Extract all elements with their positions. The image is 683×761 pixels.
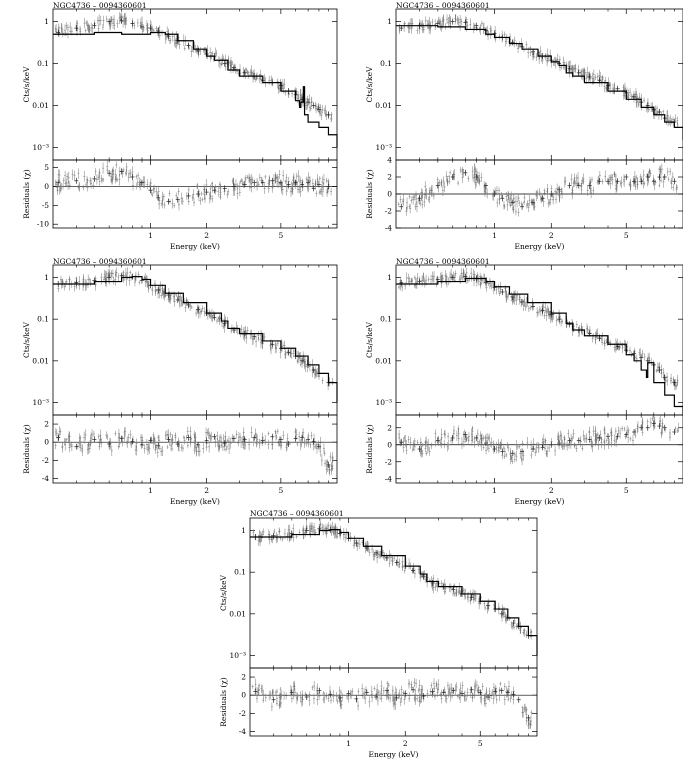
chart-panel-3: NGC4736 – 0094360601 1 2 5 Energy (keV) 1 0.1 0…	[22, 257, 338, 506]
spectrum-y-tick-label: 0.01	[32, 101, 49, 110]
residual-y-axis-label: Residuals (χ)	[365, 169, 374, 219]
residual-y-axis-label: Residuals (χ)	[22, 424, 31, 474]
model-line	[396, 277, 683, 415]
residuals-frame	[395, 414, 683, 484]
chart-title: NGC4736 – 0094360601	[396, 1, 490, 10]
spectrum-frame	[52, 8, 338, 161]
spectrum-data-cloud	[54, 10, 333, 123]
spectrum-frame	[395, 8, 683, 161]
spectrum-y-tick-label: 0.01	[32, 356, 49, 365]
spectrum-y-tick-label: 0.1	[37, 59, 49, 68]
spectrum-y-tick-label: 10⁻³	[375, 143, 392, 152]
residual-y-tick-label: -2	[42, 456, 50, 465]
spectrum-y-tick-label: 1	[44, 273, 49, 282]
residual-data-cloud	[397, 163, 679, 217]
residual-data-cloud	[54, 426, 334, 476]
x-tick-label: 2	[204, 486, 209, 495]
residual-y-tick-label: 2	[44, 420, 49, 429]
spectrum-frame	[395, 264, 683, 416]
residual-y-tick-label: -10	[37, 220, 49, 229]
residual-y-tick-label: -2	[385, 457, 393, 466]
residual-data-cloud	[54, 160, 333, 211]
x-tick-label: 5	[624, 486, 629, 495]
spectrum-data-cloud	[398, 13, 679, 128]
x-tick-label: 2	[549, 231, 554, 240]
residual-y-tick-label: -2	[385, 207, 393, 216]
spectrum-data-cloud	[57, 267, 334, 391]
spectrum-y-axis-label: Cts/s/keV	[365, 66, 374, 102]
spectrum-y-axis-label: Cts/s/keV	[22, 321, 31, 357]
residuals-frame	[52, 414, 338, 484]
spectrum-y-tick-label: 10⁻³	[32, 398, 49, 407]
x-axis-label: Energy (keV)	[514, 242, 564, 251]
x-tick-label: 1	[148, 231, 153, 240]
x-tick-label: 2	[204, 231, 209, 240]
spectrum-y-tick-label: 1	[387, 17, 392, 26]
x-tick-label: 5	[624, 231, 629, 240]
x-axis-label: Energy (keV)	[170, 242, 220, 251]
residual-y-tick-label: -4	[385, 224, 393, 233]
chart-panel-2: NGC4736 – 0094360601 1 2 5 Energy (keV) 1 0.1 0…	[365, 1, 683, 251]
residual-y-tick-label: -5	[42, 201, 50, 210]
chart-panel-1: NGC4736 – 0094360601 1 2 5 Energy (keV) 1 0.1 0…	[22, 1, 338, 251]
spectrum-y-tick-label: 10⁻³	[375, 398, 392, 407]
x-axis-label: Energy (keV)	[170, 497, 220, 506]
spectrum-y-tick-label: 0.1	[37, 315, 49, 324]
spectrum-y-tick-label: 0.01	[375, 356, 392, 365]
residual-y-tick-label: 0	[387, 440, 392, 449]
model-line	[53, 31, 338, 148]
chart-panel-4: NGC4736 – 0094360601 1 2 5 Energy (keV) 1 0.1 0…	[365, 257, 683, 506]
x-tick-label: 1	[148, 486, 153, 495]
x-tick-label: 5	[278, 486, 283, 495]
x-tick-label: 5	[278, 231, 283, 240]
residual-y-axis-label: Residuals (χ)	[22, 169, 31, 219]
residual-y-tick-label: 5	[44, 163, 49, 172]
residual-y-tick-label: -4	[385, 474, 393, 483]
spectrum-y-tick-label: 0.1	[380, 315, 392, 324]
x-tick-label: 1	[492, 486, 497, 495]
residuals-frame	[52, 159, 338, 229]
spectrum-y-tick-label: 10⁻³	[32, 143, 49, 152]
chart-title: NGC4736 – 0094360601	[53, 1, 147, 10]
model-line	[396, 25, 683, 140]
spectrum-y-axis-label: Cts/s/keV	[365, 321, 374, 357]
residual-y-tick-label: 0	[44, 182, 49, 191]
x-axis-label: Energy (keV)	[514, 497, 564, 506]
spectrum-data-cloud	[398, 267, 679, 391]
spectrum-y-tick-label: 0.1	[380, 59, 392, 68]
spectrum-y-axis-label: Cts/s/keV	[22, 66, 31, 102]
residual-y-tick-label: 4	[387, 156, 392, 165]
model-line	[53, 276, 338, 403]
spectrum-y-tick-label: 1	[44, 17, 49, 26]
spectrum-y-tick-label: 1	[387, 273, 392, 282]
spectrum-y-tick-label: 0.01	[375, 101, 392, 110]
residual-y-tick-label: 2	[387, 423, 392, 432]
residual-data-cloud	[398, 415, 680, 466]
residual-y-tick-label: -4	[42, 474, 50, 483]
x-tick-label: 2	[549, 486, 554, 495]
residual-y-tick-label: 0	[387, 190, 392, 199]
chart-title: NGC4736 – 0094360601	[396, 257, 490, 266]
chart-title: NGC4736 – 0094360601	[53, 257, 147, 266]
residual-y-tick-label: 2	[387, 173, 392, 182]
x-tick-label: 1	[492, 231, 497, 240]
residual-y-tick-label: 0	[44, 438, 49, 447]
residual-y-axis-label: Residuals (χ)	[365, 424, 374, 474]
